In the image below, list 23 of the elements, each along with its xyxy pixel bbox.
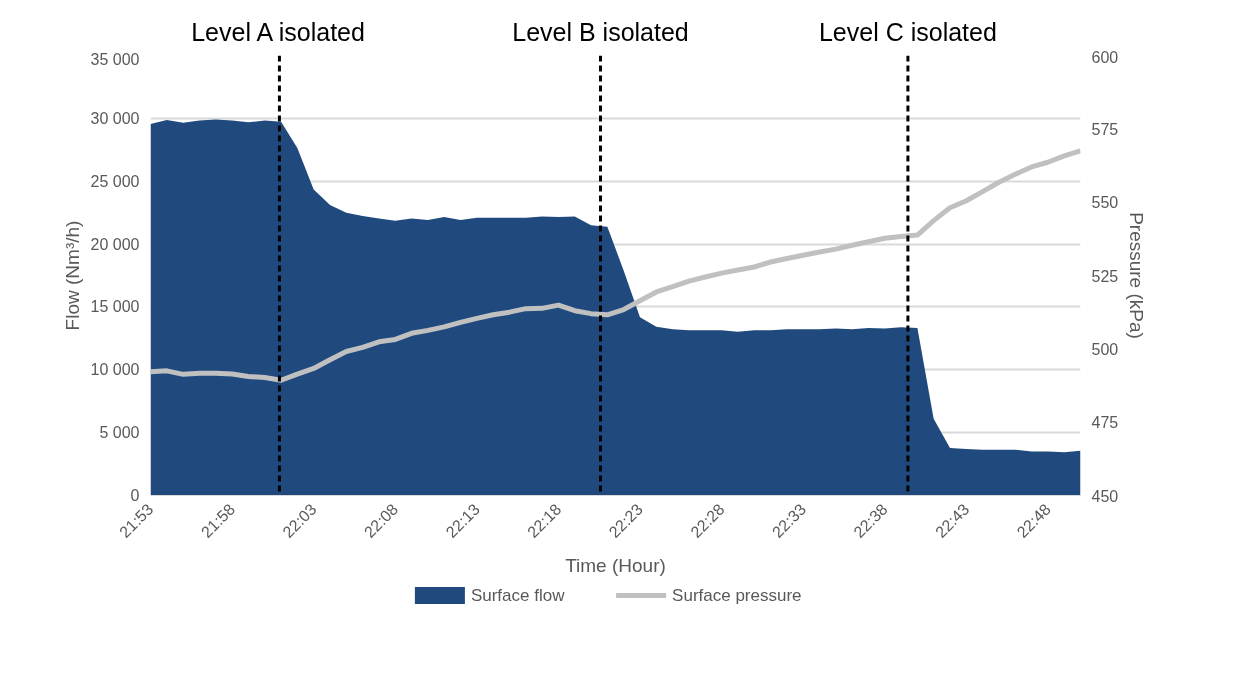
y-tick-label: 30 000 [90, 109, 140, 127]
y-tick-label: 20 000 [90, 235, 140, 253]
y2-tick-label: 475 [1091, 414, 1119, 432]
ref-line-label: Level C isolated [818, 18, 997, 46]
y-tick-label: 10 000 [90, 361, 140, 379]
ref-line-label: Level A isolated [191, 18, 365, 46]
y-axis-title: Flow (Nm³/h) [61, 220, 83, 331]
y-tick-label: 25 000 [90, 172, 140, 190]
y-tick-label: 35 000 [90, 50, 140, 68]
y2-axis-title: Pressure (kPa) [1126, 212, 1148, 339]
ref-line-label: Level B isolated [512, 18, 689, 46]
y2-tick-label: 550 [1091, 194, 1119, 212]
y2-tick-label: 450 [1091, 487, 1119, 505]
y-tick-label: 15 000 [90, 298, 140, 316]
legend-label: Surface pressure [672, 586, 802, 605]
y2-tick-label: 525 [1091, 267, 1119, 285]
x-axis-title: Time (Hour) [565, 554, 666, 576]
legend-label: Surface flow [470, 586, 566, 605]
y2-tick-label: 600 [1091, 48, 1119, 66]
y2-tick-label: 575 [1091, 120, 1119, 138]
y-tick-label: 0 [130, 487, 140, 504]
y-tick-label: 5 000 [99, 424, 140, 442]
y2-tick-label: 500 [1091, 340, 1119, 358]
